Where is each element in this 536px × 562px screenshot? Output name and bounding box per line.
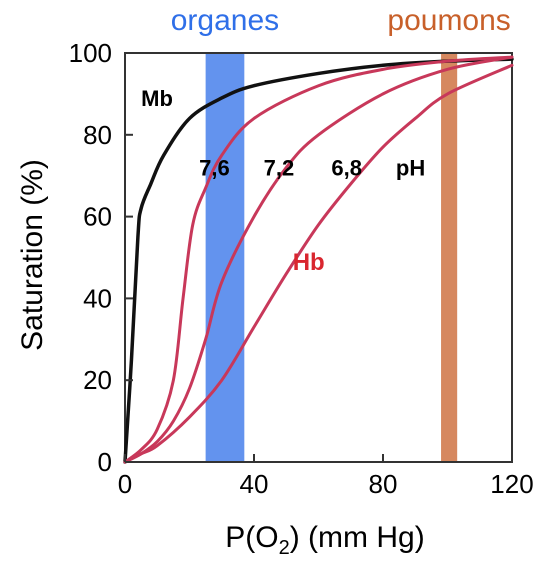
annotations-layer: organes poumons Mb 7,6 7,2 6,8 pH Hb [141, 4, 511, 276]
x-axis-title-suffix: ) (mm Hg) [290, 521, 425, 554]
x-axis-title-subscript: 2 [279, 537, 290, 559]
x-axis-ticks: 0 40 80 120 [118, 454, 534, 499]
band-poumons [441, 53, 458, 462]
y-axis-ticks: 0 20 40 60 80 100 [69, 38, 133, 477]
y-tick-label: 40 [83, 283, 112, 313]
series-line-hb68 [123, 63, 514, 464]
y-tick-label: 0 [98, 447, 112, 477]
annotation-mb: Mb [141, 86, 173, 111]
band-label-organes: organes [171, 4, 279, 37]
y-tick-label: 60 [83, 202, 112, 232]
band-organes [205, 53, 245, 462]
x-tick-label: 0 [118, 469, 132, 499]
y-tick-label: 80 [83, 120, 112, 150]
annotation-ph68: 6,8 [331, 156, 362, 181]
x-tick-label: 80 [369, 469, 398, 499]
annotation-ph: pH [396, 156, 425, 181]
x-axis-title: P(O2) (mm Hg) [225, 521, 424, 559]
series-layer [123, 55, 514, 464]
y-axis-title: Saturation (%) [16, 159, 49, 351]
annotation-hb: Hb [293, 249, 325, 276]
x-axis-title-main: P(O [225, 521, 278, 554]
annotation-ph72: 7,2 [264, 156, 295, 181]
series-line-hb72 [123, 55, 514, 464]
series-line-hb76 [123, 55, 514, 464]
y-tick-label: 20 [83, 365, 112, 395]
band-label-poumons: poumons [387, 4, 510, 37]
series-line-mb [123, 57, 514, 464]
annotation-ph76: 7,6 [199, 156, 230, 181]
x-tick-label: 120 [490, 469, 533, 499]
y-tick-label: 100 [69, 38, 112, 68]
plot-frame [124, 52, 513, 463]
x-tick-label: 40 [240, 469, 269, 499]
